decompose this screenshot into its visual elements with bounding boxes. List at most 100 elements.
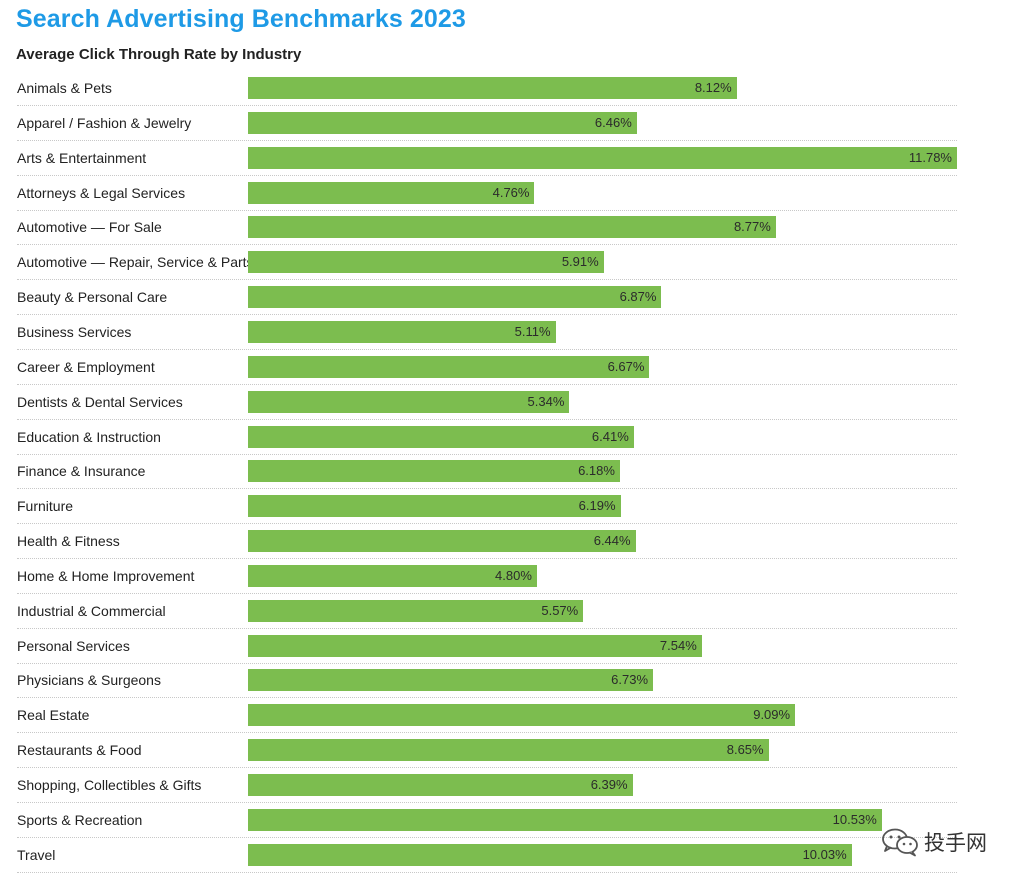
chart-row: Attorneys & Legal Services 4.76%	[0, 176, 1033, 211]
chart-row: Home & Home Improvement 4.80%	[0, 559, 1033, 594]
bar: 9.09%	[248, 704, 796, 727]
data-label: 8.12%	[694, 80, 732, 95]
row-separator	[17, 453, 957, 455]
bar: 10.03%	[248, 843, 852, 866]
data-label: 6.41%	[591, 428, 629, 444]
category-label: Animals & Pets	[17, 80, 112, 96]
bar: 6.73%	[248, 669, 654, 692]
data-label: 6.67%	[607, 358, 645, 374]
row-separator	[17, 314, 957, 316]
category-label: Sports & Recreation	[17, 811, 143, 828]
chart-row: Real Estate 9.09%	[0, 698, 1033, 734]
category-label: Shopping, Collectibles & Gifts	[17, 777, 202, 793]
data-label: 10.03%	[802, 846, 847, 862]
chart-row: Travel 10.03%	[0, 838, 1033, 873]
category-label: Furniture	[17, 498, 74, 515]
category-label: Business Services	[17, 323, 132, 340]
data-label: 10.53%	[832, 811, 877, 827]
data-label: 11.78%	[908, 149, 952, 165]
chart-title: Search Advertising Benchmarks 2023	[16, 5, 466, 33]
data-label: 6.44%	[593, 533, 631, 549]
bar: 5.57%	[248, 599, 584, 622]
wechat-icon	[882, 828, 918, 857]
row-separator	[17, 279, 957, 281]
bar: 6.41%	[248, 425, 634, 448]
category-label: Personal Services	[17, 637, 130, 654]
row-separator	[17, 732, 957, 734]
row-separator	[17, 767, 957, 769]
bar: 8.65%	[248, 739, 769, 762]
bar: 6.44%	[248, 530, 636, 553]
chart-row: Business Services 5.11%	[0, 315, 1033, 350]
category-label: Attorneys & Legal Services	[17, 184, 186, 201]
category-label: Arts & Entertainment	[17, 149, 147, 166]
chart-row: Beauty & Personal Care 6.87%	[0, 280, 1033, 316]
row-separator	[17, 488, 957, 490]
category-label: Finance & Insurance	[17, 463, 146, 480]
bar: 6.39%	[248, 774, 633, 796]
bar: 4.76%	[248, 181, 535, 204]
category-label: Travel	[17, 846, 56, 863]
bar: 5.11%	[248, 320, 556, 343]
category-label: Industrial & Commercial	[17, 602, 166, 619]
chart-row: Personal Services 7.54%	[0, 629, 1033, 664]
data-label: 6.19%	[578, 498, 616, 514]
chart-row: Furniture 6.19%	[0, 489, 1033, 525]
data-label: 5.11%	[514, 323, 551, 339]
category-label: Beauty & Personal Care	[17, 289, 168, 306]
data-label: 9.09%	[753, 707, 791, 723]
data-label: 7.54%	[659, 637, 697, 653]
category-label: Real Estate	[17, 707, 90, 724]
bar: 10.53%	[248, 808, 882, 831]
chart-row: Arts & Entertainment 11.78%	[0, 141, 1033, 176]
data-label: 6.18%	[578, 463, 615, 479]
row-separator	[17, 662, 957, 664]
data-label: 5.34%	[527, 393, 565, 409]
chart-row: Education & Instruction 6.41%	[0, 420, 1033, 455]
chart-subtitle: Average Click Through Rate by Industry	[16, 46, 302, 63]
row-separator	[17, 209, 957, 211]
data-label: 4.80%	[495, 567, 532, 583]
bar: 8.77%	[248, 216, 776, 239]
chart-row: Sports & Recreation 10.53%	[0, 803, 1033, 838]
bar: 6.87%	[248, 286, 662, 309]
data-label: 6.39%	[590, 777, 628, 792]
data-label: 4.76%	[492, 184, 530, 200]
bar: 5.34%	[248, 390, 570, 413]
chart-row: Animals & Pets 8.12%	[0, 71, 1033, 106]
chart-row: Physicians & Surgeons 6.73%	[0, 663, 1033, 699]
bar: 6.18%	[248, 460, 620, 483]
category-label: Restaurants & Food	[17, 742, 142, 759]
data-label: 6.46%	[594, 114, 632, 130]
data-label: 6.73%	[611, 672, 649, 688]
category-label: Health & Fitness	[17, 533, 120, 550]
category-label: Education & Instruction	[17, 428, 161, 445]
data-label: 8.77%	[733, 219, 771, 235]
data-label: 5.91%	[561, 254, 599, 270]
row-separator	[17, 523, 957, 525]
category-label: Dentists & Dental Services	[17, 393, 183, 410]
row-separator	[17, 836, 957, 838]
category-label: Automotive — Repair, Service & Parts	[17, 254, 254, 271]
chart-row: Health & Fitness 6.44%	[0, 524, 1033, 560]
row-separator	[17, 174, 957, 176]
bar: 7.54%	[248, 634, 702, 657]
row-separator	[17, 418, 957, 420]
chart-row: Finance & Insurance 6.18%	[0, 454, 1033, 490]
chart-row: Restaurants & Food 8.65%	[0, 733, 1033, 769]
data-label: 8.65%	[726, 742, 764, 758]
bar: 6.46%	[248, 111, 637, 134]
category-label: Physicians & Surgeons	[17, 672, 161, 689]
row-separator	[17, 105, 957, 106]
category-label: Home & Home Improvement	[17, 567, 195, 584]
category-label: Career & Employment	[17, 358, 155, 375]
chart-row: Dentists & Dental Services 5.34%	[0, 385, 1033, 420]
chart-row: Shopping, Collectibles & Gifts 6.39%	[0, 768, 1033, 803]
data-label: 5.57%	[541, 602, 579, 618]
row-separator	[17, 627, 957, 629]
data-label: 6.87%	[619, 289, 657, 305]
bar: 4.80%	[248, 564, 537, 587]
chart-row: Apparel / Fashion & Jewelry 6.46%	[0, 106, 1033, 141]
row-separator	[17, 348, 957, 350]
